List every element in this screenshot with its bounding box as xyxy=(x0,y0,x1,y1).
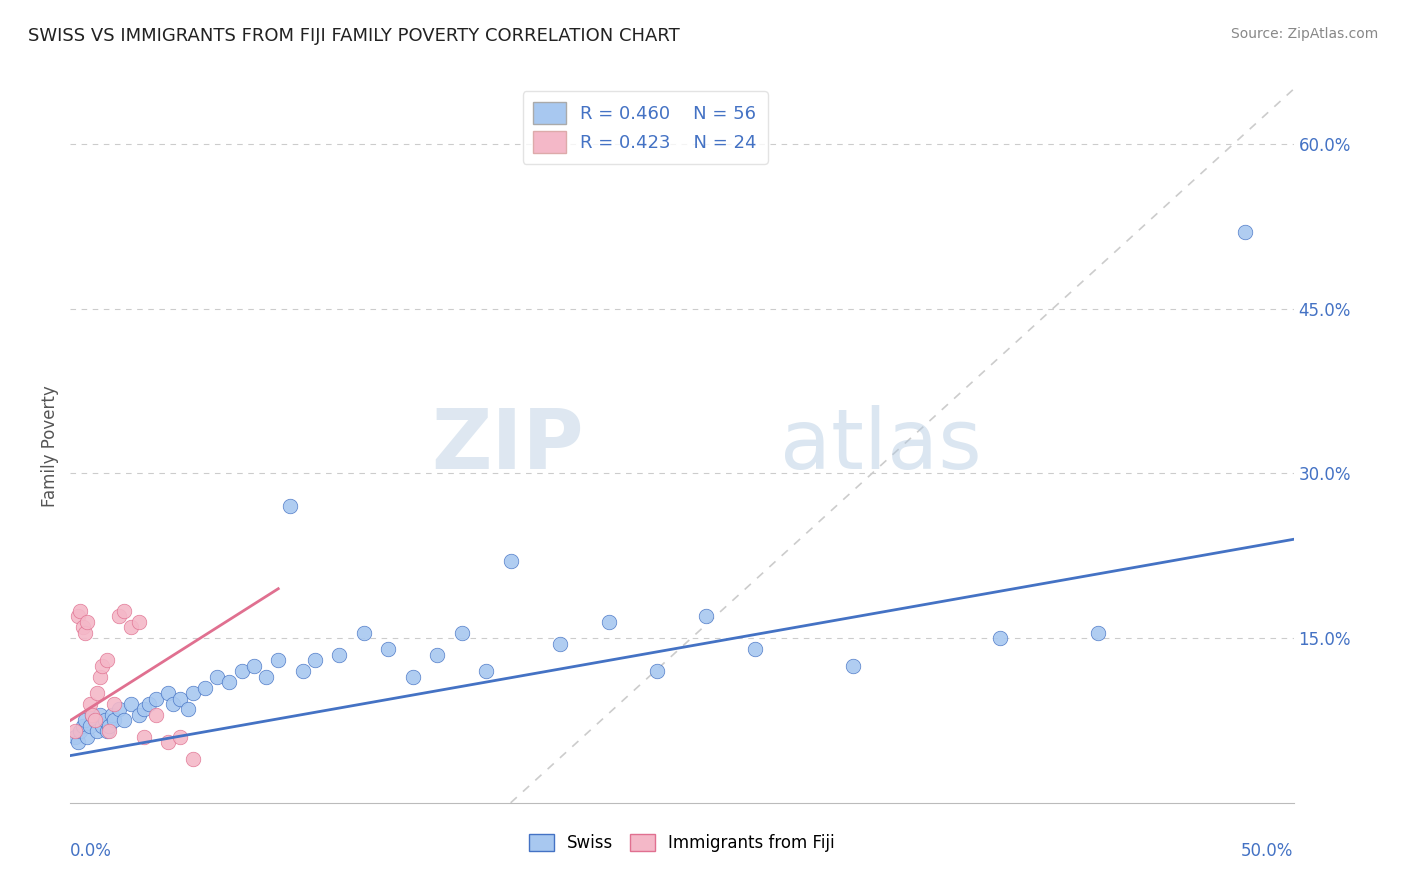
Point xyxy=(169,730,191,744)
Point xyxy=(108,609,131,624)
Point xyxy=(82,708,104,723)
Point xyxy=(328,648,350,662)
Point xyxy=(231,664,253,678)
Point xyxy=(181,752,204,766)
Point xyxy=(89,669,111,683)
Point xyxy=(162,697,184,711)
Point xyxy=(132,730,155,744)
Point xyxy=(145,708,167,723)
Point xyxy=(377,642,399,657)
Point xyxy=(121,697,143,711)
Point xyxy=(66,609,89,624)
Point xyxy=(63,730,86,744)
Point xyxy=(69,604,91,618)
Point xyxy=(291,664,314,678)
Point xyxy=(205,669,228,683)
Point xyxy=(83,714,105,728)
Point xyxy=(76,730,98,744)
Text: 50.0%: 50.0% xyxy=(1241,842,1294,860)
Point xyxy=(475,664,498,678)
Point xyxy=(98,719,121,733)
Point xyxy=(243,658,266,673)
Text: 0.0%: 0.0% xyxy=(70,842,112,860)
Point xyxy=(181,686,204,700)
Point xyxy=(138,697,160,711)
Point xyxy=(93,714,115,728)
Point xyxy=(267,653,290,667)
Point xyxy=(177,702,200,716)
Point xyxy=(548,637,571,651)
Point xyxy=(194,681,217,695)
Point xyxy=(86,686,108,700)
Point xyxy=(91,719,114,733)
Point xyxy=(86,724,108,739)
Point xyxy=(598,615,620,629)
Point xyxy=(402,669,425,683)
Y-axis label: Family Poverty: Family Poverty xyxy=(41,385,59,507)
Point xyxy=(157,686,180,700)
Point xyxy=(108,702,131,716)
Point xyxy=(426,648,449,662)
Point xyxy=(1087,625,1109,640)
Point xyxy=(63,724,86,739)
Point xyxy=(83,714,105,728)
Point xyxy=(72,719,94,733)
Point xyxy=(128,615,150,629)
Legend: Swiss, Immigrants from Fiji: Swiss, Immigrants from Fiji xyxy=(522,827,842,859)
Text: Source: ZipAtlas.com: Source: ZipAtlas.com xyxy=(1230,27,1378,41)
Point xyxy=(91,658,114,673)
Point xyxy=(353,625,375,640)
Point xyxy=(112,714,135,728)
Point xyxy=(121,620,143,634)
Point xyxy=(254,669,277,683)
Point xyxy=(72,620,94,634)
Point xyxy=(647,664,669,678)
Text: ZIP: ZIP xyxy=(432,406,583,486)
Point xyxy=(842,658,865,673)
Point xyxy=(98,724,121,739)
Point xyxy=(79,719,101,733)
Point xyxy=(89,708,111,723)
Point xyxy=(101,708,124,723)
Point xyxy=(304,653,326,667)
Point xyxy=(76,615,98,629)
Point xyxy=(73,625,96,640)
Point xyxy=(280,500,302,514)
Text: atlas: atlas xyxy=(780,406,981,486)
Point xyxy=(169,691,191,706)
Point xyxy=(103,714,125,728)
Point xyxy=(744,642,766,657)
Text: SWISS VS IMMIGRANTS FROM FIJI FAMILY POVERTY CORRELATION CHART: SWISS VS IMMIGRANTS FROM FIJI FAMILY POV… xyxy=(28,27,681,45)
Point xyxy=(69,724,91,739)
Point xyxy=(1233,225,1256,239)
Point xyxy=(66,735,89,749)
Point xyxy=(79,697,101,711)
Point xyxy=(96,653,118,667)
Point xyxy=(73,714,96,728)
Point xyxy=(450,625,472,640)
Point xyxy=(128,708,150,723)
Point xyxy=(103,697,125,711)
Point xyxy=(112,604,135,618)
Point xyxy=(695,609,717,624)
Point xyxy=(218,675,240,690)
Point xyxy=(988,631,1011,645)
Point xyxy=(132,702,155,716)
Point xyxy=(82,708,104,723)
Point xyxy=(157,735,180,749)
Point xyxy=(499,554,522,568)
Point xyxy=(96,724,118,739)
Point xyxy=(145,691,167,706)
